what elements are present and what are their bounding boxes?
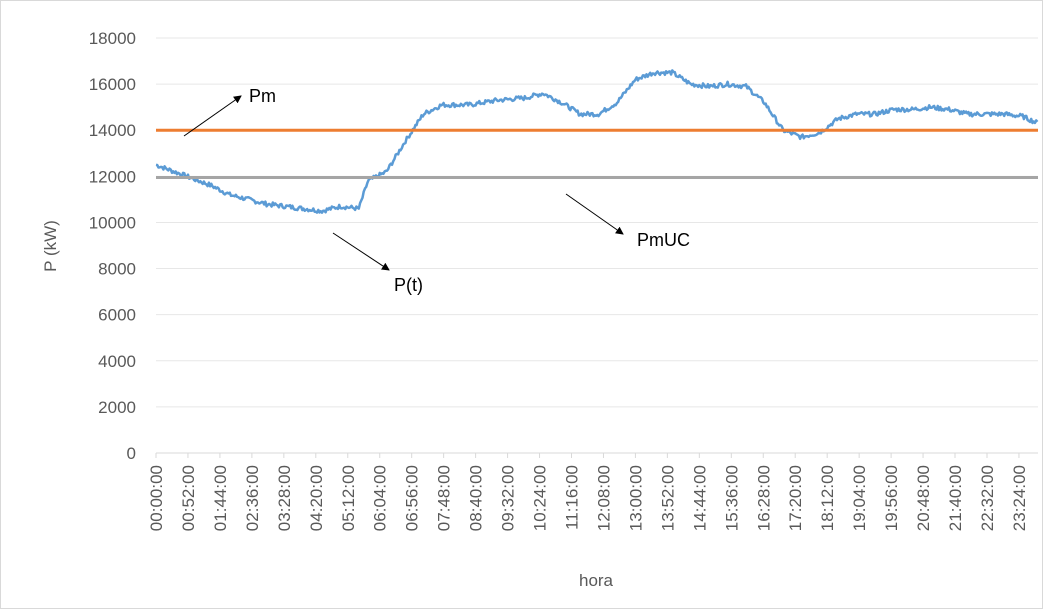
x-tick-label: 13:52:00 [658,465,677,531]
annotation-arrow [565,193,624,235]
x-tick-label: 20:48:00 [914,465,933,531]
y-tick-label: 4000 [98,352,136,371]
tick-labels: 0 2000 4000 6000 8000 10000 12000 14000 16000 180… [89,29,1029,531]
y-tick-label: 6000 [98,306,136,325]
x-tick-label: 02:36:00 [243,465,262,531]
x-tick-label: 05:12:00 [339,465,358,531]
x-tick-label: 23:24:00 [1010,465,1029,531]
x-tick-label: 10:24:00 [531,465,550,531]
y-tick-label: 14000 [89,121,136,140]
annotation-arrow [332,232,390,271]
annotation-label: PmUC [637,230,690,250]
x-tick-label: 19:04:00 [850,465,869,531]
x-tick-label: 01:44:00 [211,465,230,531]
x-tick-label: 00:52:00 [179,465,198,531]
annotation-label: Pm [249,86,276,106]
y-tick-label: 0 [127,444,136,463]
x-tick-label: 15:36:00 [722,465,741,531]
y-tick-label: 8000 [98,260,136,279]
x-tick-label: 11:16:00 [562,465,581,530]
x-tick-label: 06:56:00 [403,465,422,531]
x-tick-label: 22:32:00 [978,465,997,531]
x-tick-label: 08:40:00 [467,465,486,531]
y-tick-label: 16000 [89,75,136,94]
x-tick-label: 00:00:00 [147,465,166,531]
series-line-0 [155,69,1039,214]
annotation-label: P(t) [394,275,423,295]
x-axis-title: hora [579,571,614,590]
x-tick-label: 16:28:00 [754,465,773,531]
y-tick-label: 10000 [89,213,136,232]
series-lines [155,69,1039,214]
y-tick-label: 18000 [89,29,136,48]
annotation-arrow [183,95,242,137]
x-tick-label: 18:12:00 [818,465,837,531]
x-tick-label: 07:48:00 [435,465,454,531]
x-tick-label: 06:04:00 [371,465,390,531]
y-axis-title: P (kW) [41,220,60,272]
gridlines [155,37,1038,458]
x-tick-label: 09:32:00 [499,465,518,531]
y-tick-label: 12000 [89,167,136,186]
x-tick-label: 14:44:00 [690,465,709,531]
y-tick-label: 2000 [98,398,136,417]
x-tick-label: 13:00:00 [626,465,645,531]
x-tick-label: 19:56:00 [882,465,901,531]
x-tick-label: 04:20:00 [307,465,326,531]
x-tick-label: 21:40:00 [946,465,965,531]
x-tick-label: 17:20:00 [786,465,805,531]
annotations: Pm P(t) PmUC [183,86,690,295]
x-tick-label: 12:08:00 [594,465,613,531]
x-tick-label: 03:28:00 [275,465,294,531]
